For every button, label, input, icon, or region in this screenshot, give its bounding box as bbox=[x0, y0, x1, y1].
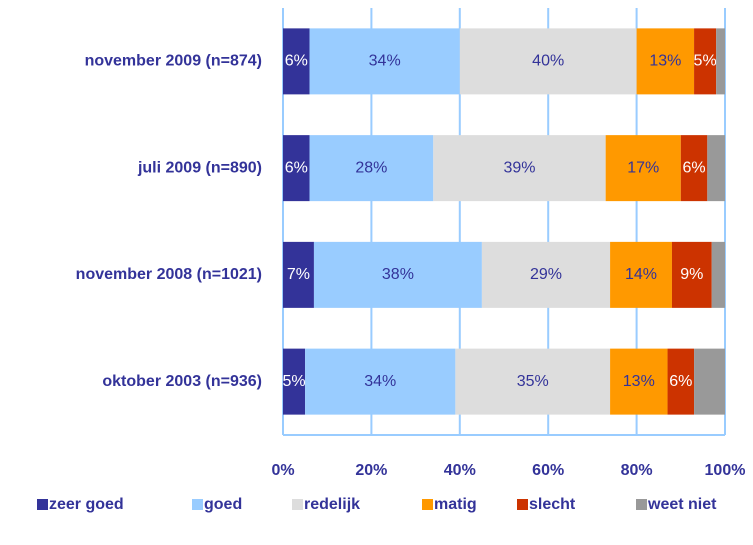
bar-segment bbox=[610, 348, 668, 415]
data-label: 13% bbox=[623, 373, 655, 390]
x-tick-label: 100% bbox=[705, 462, 746, 479]
data-label: 9% bbox=[680, 266, 703, 283]
data-label: 6% bbox=[682, 159, 705, 176]
y-tick-label: november 2009 (n=874) bbox=[85, 53, 262, 70]
data-label: 39% bbox=[503, 159, 535, 176]
bar-segment bbox=[283, 241, 314, 308]
bar-segment bbox=[716, 28, 725, 95]
data-label: 34% bbox=[364, 373, 396, 390]
legend-swatch bbox=[192, 499, 203, 510]
bar-segment bbox=[694, 28, 717, 95]
bar-segment bbox=[636, 28, 695, 95]
legend-label: weet niet bbox=[647, 496, 717, 513]
x-tick-label: 0% bbox=[271, 462, 294, 479]
legend-label: zeer goed bbox=[49, 496, 124, 513]
bar-segment bbox=[667, 348, 695, 415]
bar-segment bbox=[283, 28, 310, 95]
legend-label: slecht bbox=[529, 496, 576, 513]
data-label: 6% bbox=[285, 53, 308, 70]
bar-segment bbox=[694, 348, 725, 415]
legend-label: matig bbox=[434, 496, 477, 513]
data-label: 35% bbox=[517, 373, 549, 390]
data-label: 5% bbox=[282, 373, 305, 390]
legend-label: goed bbox=[204, 496, 242, 513]
bar-segment bbox=[707, 135, 725, 202]
x-tick-label: 60% bbox=[532, 462, 564, 479]
data-label: 14% bbox=[625, 266, 657, 283]
data-label: 34% bbox=[369, 53, 401, 70]
bar-segment bbox=[305, 348, 456, 415]
data-label: 13% bbox=[649, 53, 681, 70]
bar-segment bbox=[309, 28, 460, 95]
data-label: 28% bbox=[355, 159, 387, 176]
bar-segment bbox=[309, 135, 434, 202]
bar-segment bbox=[481, 241, 611, 308]
bar-segment bbox=[283, 348, 306, 415]
data-label: 6% bbox=[285, 159, 308, 176]
legend-swatch bbox=[636, 499, 647, 510]
y-tick-label: oktober 2003 (n=936) bbox=[102, 373, 262, 390]
x-tick-label: 20% bbox=[355, 462, 387, 479]
x-tick-label: 40% bbox=[444, 462, 476, 479]
x-tick-label: 80% bbox=[621, 462, 653, 479]
bar-segment bbox=[671, 241, 712, 308]
bar-segment bbox=[605, 135, 681, 202]
legend-swatch bbox=[517, 499, 528, 510]
data-label: 6% bbox=[669, 373, 692, 390]
y-tick-label: november 2008 (n=1021) bbox=[76, 266, 262, 283]
data-label: 40% bbox=[532, 53, 564, 70]
bar-segment bbox=[459, 28, 637, 95]
bar-segment bbox=[455, 348, 611, 415]
data-label: 5% bbox=[694, 53, 717, 70]
bar-segment bbox=[313, 241, 482, 308]
data-label: 7% bbox=[287, 266, 310, 283]
bar-segment bbox=[433, 135, 606, 202]
bar-segment bbox=[711, 241, 725, 308]
data-label: 29% bbox=[530, 266, 562, 283]
bar-segment bbox=[610, 241, 672, 308]
legend-swatch bbox=[37, 499, 48, 510]
data-label: 38% bbox=[382, 266, 414, 283]
bar-segment bbox=[283, 135, 310, 202]
y-tick-label: juli 2009 (n=890) bbox=[137, 159, 262, 176]
legend-swatch bbox=[292, 499, 303, 510]
legend-swatch bbox=[422, 499, 433, 510]
legend-label: redelijk bbox=[304, 496, 360, 513]
bar-segment bbox=[680, 135, 708, 202]
data-label: 17% bbox=[627, 159, 659, 176]
